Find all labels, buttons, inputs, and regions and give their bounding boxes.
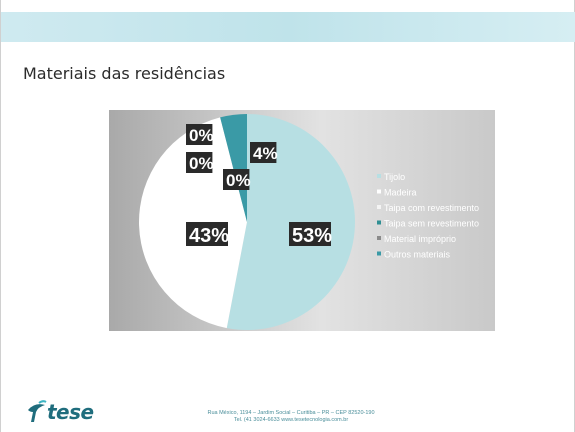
logo: tese [25,400,115,424]
legend-label: Tijolo [384,172,405,182]
data-label-outros-materiais: 4% [250,142,278,163]
data-label-material-improprio: 0% [223,169,251,190]
pie-slice-outros-materiais [220,114,247,222]
svg-text:53%: 53% [292,225,332,247]
legend-label: Madeira [384,188,417,198]
legend-label: Taipa sem revestimento [384,219,479,229]
legend-label: Material impróprio [384,234,456,244]
legend-item-tijolo: Tijolo [377,172,405,182]
legend-swatch [377,174,381,178]
legend-item-taipa-com-revestimento: Taipa com revestimento [377,203,479,213]
legend-item-material-improprio: Material impróprio [377,234,456,244]
logo-mark-icon [28,400,47,422]
logo-text: tese [47,400,94,424]
slide-title: Materiais das residências [23,64,226,83]
legend-label: Outros materiais [384,250,451,260]
svg-text:0%: 0% [226,171,251,190]
legend-item-taipa-sem-revestimento: Taipa sem revestimento [377,219,479,229]
legend-swatch [377,236,381,240]
data-label-taipa-sem-revestimento: 0% [186,152,214,173]
legend-label: Taipa com revestimento [384,203,479,213]
data-label-madeira: 43% [186,222,229,247]
data-label-tijolo: 53% [289,222,332,247]
svg-text:0%: 0% [189,126,214,145]
legend-swatch [377,189,381,194]
svg-text:43%: 43% [189,225,229,247]
legend-swatch [377,220,381,225]
header-band [1,12,575,42]
legend-item-madeira: Madeira [377,188,417,198]
footer-address: Rua México, 1194 – Jardim Social – Curit… [207,410,375,416]
svg-text:0%: 0% [189,154,214,173]
svg-text:4%: 4% [253,144,278,163]
legend-swatch [377,205,381,209]
data-label-taipa-com-revestimento: 0% [186,124,214,145]
footer-contact: Tel. (41 3024-6633 www.tesetecnologia.co… [233,417,349,423]
legend-item-outros-materiais: Outros materiais [377,250,451,260]
legend-swatch [377,251,381,256]
footer: Rua México, 1194 – Jardim Social – Curit… [161,410,421,424]
pie-chart: 53% 43% 0% 0% 0% 4% Tijolo Madeira Taipa com re… [109,110,495,331]
